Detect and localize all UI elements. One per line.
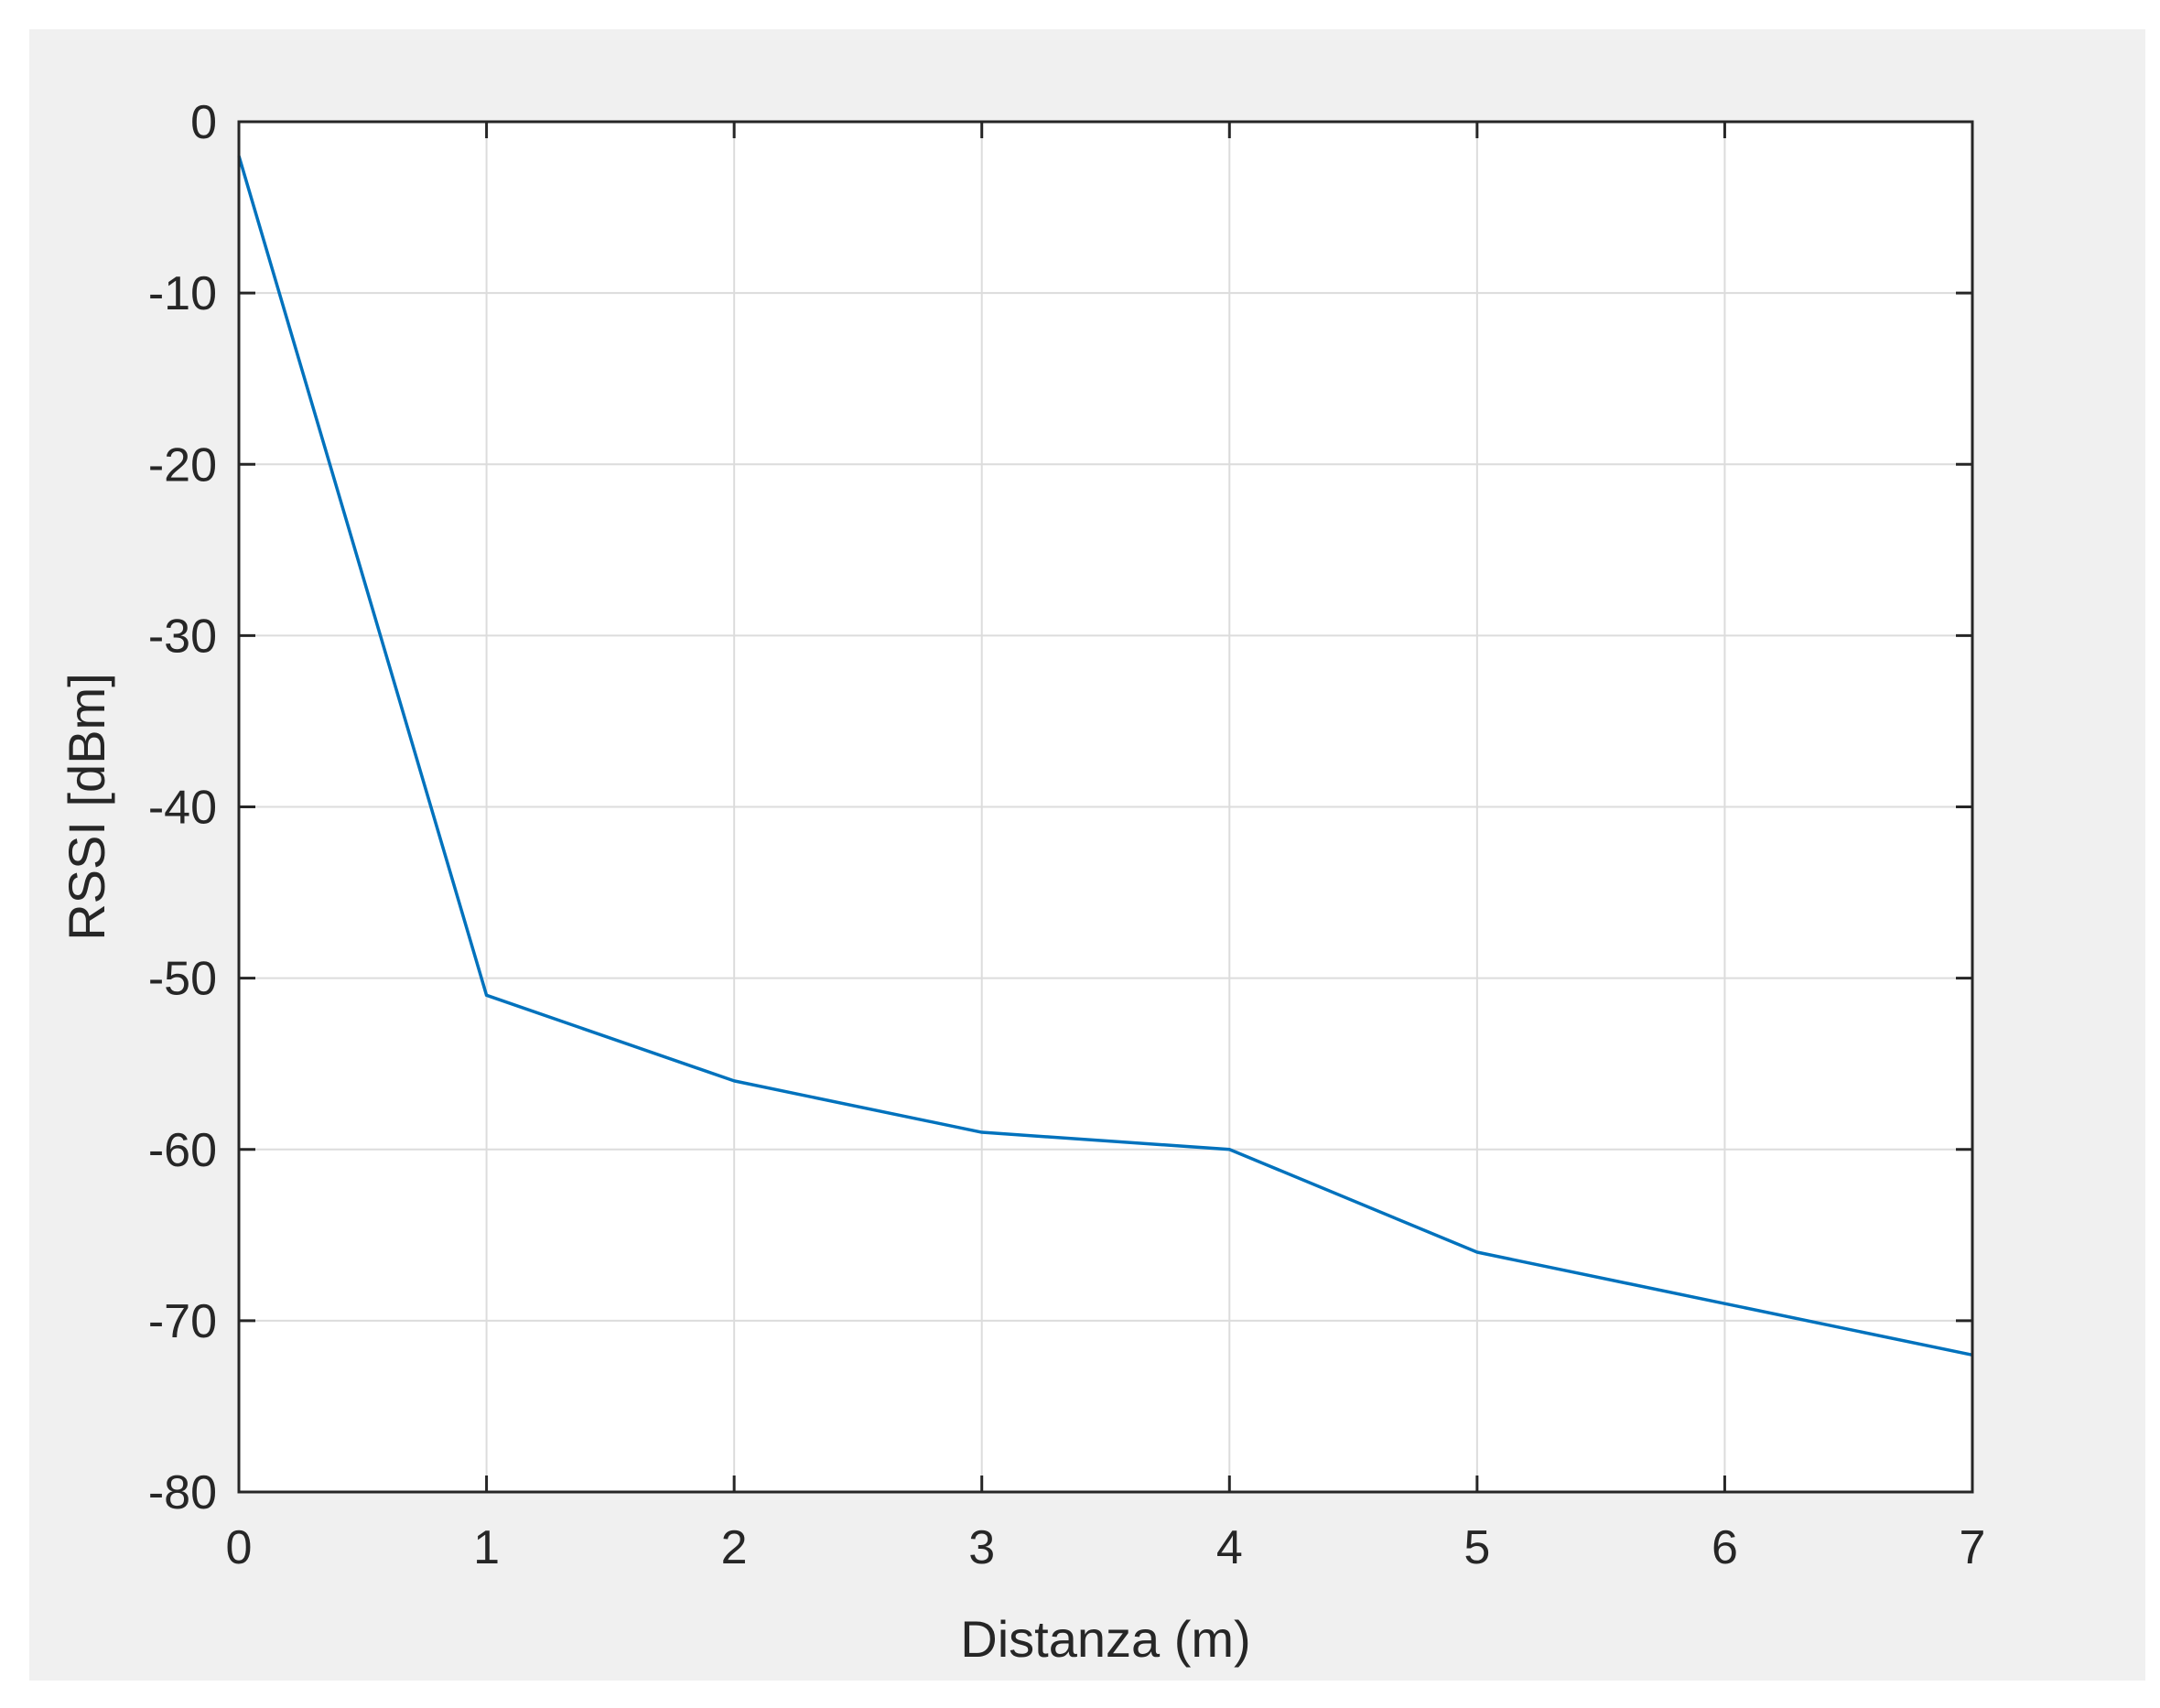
x-tick-label: 7 <box>1960 1521 1986 1574</box>
y-tick-label: -30 <box>148 610 217 663</box>
x-tick-label: 0 <box>226 1521 253 1574</box>
y-tick-label: 0 <box>190 96 217 149</box>
y-tick-label: -70 <box>148 1295 217 1348</box>
y-tick-label: -80 <box>148 1466 217 1519</box>
figure-window: 0 1 2 3 4 5 6 7 0 -10 -20 -30 -40 -50 -60 -70 -80 Distan… <box>29 29 2145 1681</box>
x-tick-label: 6 <box>1712 1521 1738 1574</box>
y-tick-label: -60 <box>148 1124 217 1177</box>
y-tick-label: -40 <box>148 782 217 835</box>
x-axis-label: Distanza (m) <box>960 1610 1250 1668</box>
series-line <box>237 155 1973 1357</box>
x-tick-label: 2 <box>721 1521 748 1574</box>
x-tick-label: 4 <box>1216 1521 1243 1574</box>
y-tick-label: -10 <box>148 267 217 320</box>
y-tick-label: -20 <box>148 438 217 492</box>
y-tick-label: -50 <box>148 953 217 1006</box>
line-chart: 0 1 2 3 4 5 6 7 0 -10 -20 -30 -40 -50 -60 -70 -80 Distan… <box>58 96 1986 1668</box>
x-tick-label: 3 <box>968 1521 995 1574</box>
x-tick-label: 1 <box>473 1521 500 1574</box>
x-tick-label: 5 <box>1463 1521 1490 1574</box>
y-axis-label: RSSI [dBm] <box>58 673 115 941</box>
tick-labels: 0 1 2 3 4 5 6 7 0 -10 -20 -30 -40 -50 -60 -70 -80 <box>148 96 1986 1574</box>
tick-marks <box>237 120 1974 1494</box>
